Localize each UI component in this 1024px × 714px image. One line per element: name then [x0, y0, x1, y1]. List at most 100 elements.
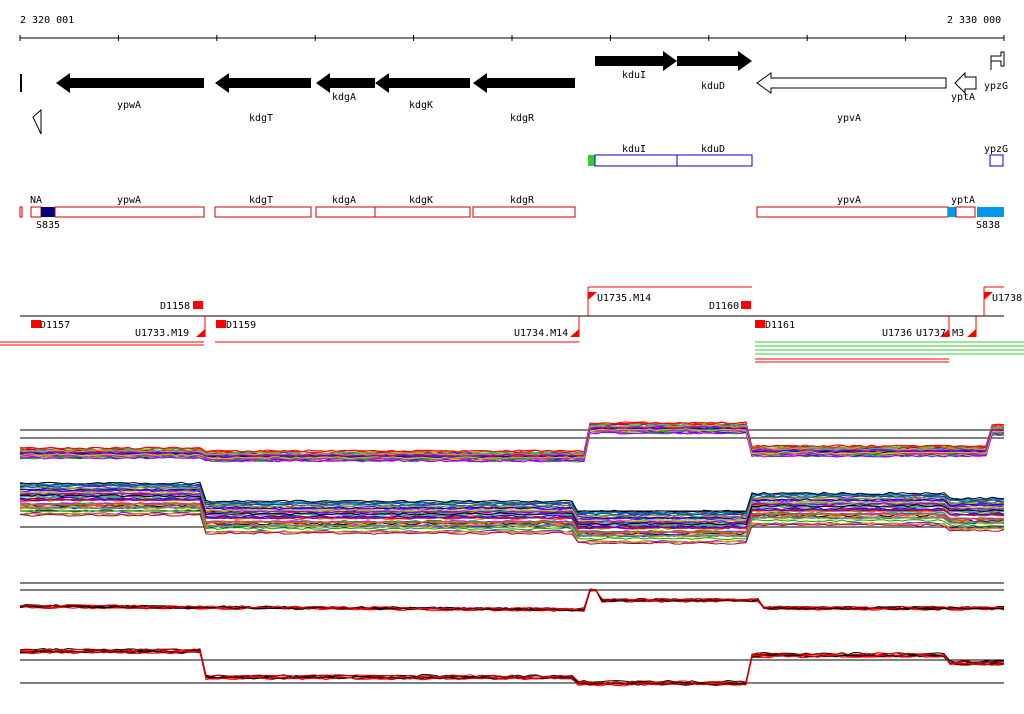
expression-line — [19, 648, 1005, 684]
axis-end-label: 2 330 000 — [947, 15, 1001, 26]
expression-line — [19, 483, 1005, 515]
expression-line — [19, 482, 1005, 515]
expression-panel-minus-many — [19, 481, 1005, 545]
operon-box-NA[interactable] — [30, 206, 42, 218]
feature-label-U1738: U1738 — [992, 293, 1022, 304]
expression-line — [19, 502, 1005, 534]
expression-line — [19, 506, 1005, 538]
gene-arrow-ypzG[interactable] — [990, 51, 1005, 67]
gene-label-kduI: kduI — [622, 70, 646, 81]
gene-arrow-ypwA[interactable] — [56, 73, 204, 93]
panel4-expression-lines — [19, 647, 1005, 687]
expression-line — [19, 498, 1005, 530]
operon-box-kdgR[interactable] — [472, 206, 576, 218]
expression-line — [19, 513, 1005, 545]
expression-panel-plus-few — [19, 582, 1005, 612]
gene-label-kduD: kduD — [701, 81, 725, 92]
expression-line — [19, 509, 1005, 541]
feature-marker-D1159[interactable] — [216, 320, 226, 328]
terminator-marker-U1734M14[interactable] — [570, 329, 579, 337]
gene-arrow-kdgR[interactable] — [473, 73, 575, 93]
terminator-marker-U1738[interactable] — [984, 292, 993, 300]
feature-label-D1157: D1157 — [40, 320, 70, 331]
operon-label-ypvA: ypvA — [837, 195, 861, 206]
terminator-marker-U1735M14[interactable] — [588, 292, 597, 300]
expression-line — [20, 498, 1005, 530]
expression-line — [19, 488, 1005, 520]
gene-label-kdgK: kdgK — [409, 100, 433, 111]
gene-arrow-kduI[interactable] — [595, 51, 677, 71]
gene-label-ypzG: ypzG — [984, 81, 1008, 92]
feature-label-D1159: D1159 — [226, 320, 256, 331]
expression-line — [19, 425, 1005, 458]
expression-line — [19, 589, 1005, 612]
expression-line — [19, 431, 1005, 463]
feature-marker-D1157[interactable] — [31, 320, 41, 328]
gene-fragment-arrow-left[interactable] — [32, 108, 42, 135]
promoter-marker-kduI — [588, 155, 595, 166]
expression-panel-plus-many — [19, 421, 1005, 463]
operon-box-ypzG[interactable] — [989, 154, 1004, 167]
expression-line — [19, 486, 1005, 518]
transcript-lines-red-left — [0, 341, 579, 346]
panel1-expression-lines — [19, 421, 1005, 463]
operon-box-kdgK[interactable] — [374, 206, 471, 218]
axis-start-label: 2 320 001 — [20, 15, 74, 26]
gene-arrow-kduD[interactable] — [677, 51, 752, 71]
sigma-site-S838[interactable] — [977, 207, 1004, 217]
gene-label-kdgR: kdgR — [510, 113, 535, 124]
transcript-lines-green-right — [755, 341, 1024, 363]
panel3-expression-lines — [19, 588, 1005, 612]
expression-line — [19, 421, 1005, 453]
operon-box-yptA[interactable] — [955, 206, 976, 218]
feature-label-U1733M19: U1733.M19 — [135, 328, 189, 339]
gene-arrow-yptA[interactable] — [954, 71, 977, 95]
feature-marker-D1161[interactable] — [755, 320, 765, 328]
operon-label-ypzG: ypzG — [984, 144, 1008, 155]
operon-box-fragment[interactable] — [19, 206, 23, 218]
operon-box-kduI[interactable] — [594, 154, 678, 167]
feature-label-U1735M14: U1735.M14 — [597, 293, 651, 304]
operon-label-kdgR: kdgR — [510, 195, 535, 206]
expression-line — [19, 492, 1005, 524]
feature-marker-D1158[interactable] — [193, 301, 203, 309]
expression-line — [19, 490, 1005, 522]
expression-line — [19, 494, 1005, 526]
sigma-site-yptA[interactable] — [948, 207, 956, 217]
gene-label-kdgT: kdgT — [249, 113, 273, 124]
gene-fragment-left[interactable] — [20, 74, 22, 92]
terminator-marker-U1737M3[interactable] — [967, 329, 976, 337]
operon-plus-track: kduI kduD ypzG — [588, 144, 1008, 167]
operon-box-ypwA[interactable] — [54, 206, 205, 218]
expression-panel-minus-few — [19, 647, 1005, 687]
gene-label-ypvA: ypvA — [837, 113, 861, 124]
sigma-label-S835: S835 — [36, 220, 60, 231]
axis-ticks — [19, 35, 1005, 41]
gene-arrow-kdgA[interactable] — [316, 73, 375, 93]
expression-line — [19, 428, 1005, 460]
gene-arrow-kdgK[interactable] — [375, 73, 470, 93]
feature-label-D1160: D1160 — [709, 301, 739, 312]
feature-track: D1157 D1158 U1733.M19 D1159 U1734.M14 U1… — [0, 286, 1024, 363]
operon-box-ypvA[interactable] — [756, 206, 949, 218]
gene-label-kdgA: kdgA — [332, 92, 356, 103]
operon-box-kduD[interactable] — [676, 154, 753, 167]
operon-minus-track: NA S835 ypwA kdgT kdgA kdgK kdgR ypvA yp… — [19, 195, 1004, 231]
terminator-marker-U1733M19[interactable] — [196, 329, 205, 337]
sigma-site-S835[interactable] — [41, 207, 55, 217]
expression-line — [19, 484, 1005, 516]
gene-arrow-ypvA[interactable] — [756, 72, 947, 94]
operon-label-NA: NA — [30, 195, 42, 206]
feature-label-U1736: U1736 — [882, 328, 912, 339]
gene-label-ypwA: ypwA — [117, 100, 141, 111]
gene-arrow-kdgT[interactable] — [215, 73, 311, 93]
operon-box-kdgT[interactable] — [214, 206, 312, 218]
operon-box-kdgA[interactable] — [315, 206, 376, 218]
feature-label-D1158: D1158 — [160, 301, 190, 312]
operon-label-kduI: kduI — [622, 144, 646, 155]
feature-marker-D1160[interactable] — [741, 301, 751, 309]
operon-label-kdgK: kdgK — [409, 195, 433, 206]
terminator-marker-U1736[interactable] — [940, 329, 949, 337]
